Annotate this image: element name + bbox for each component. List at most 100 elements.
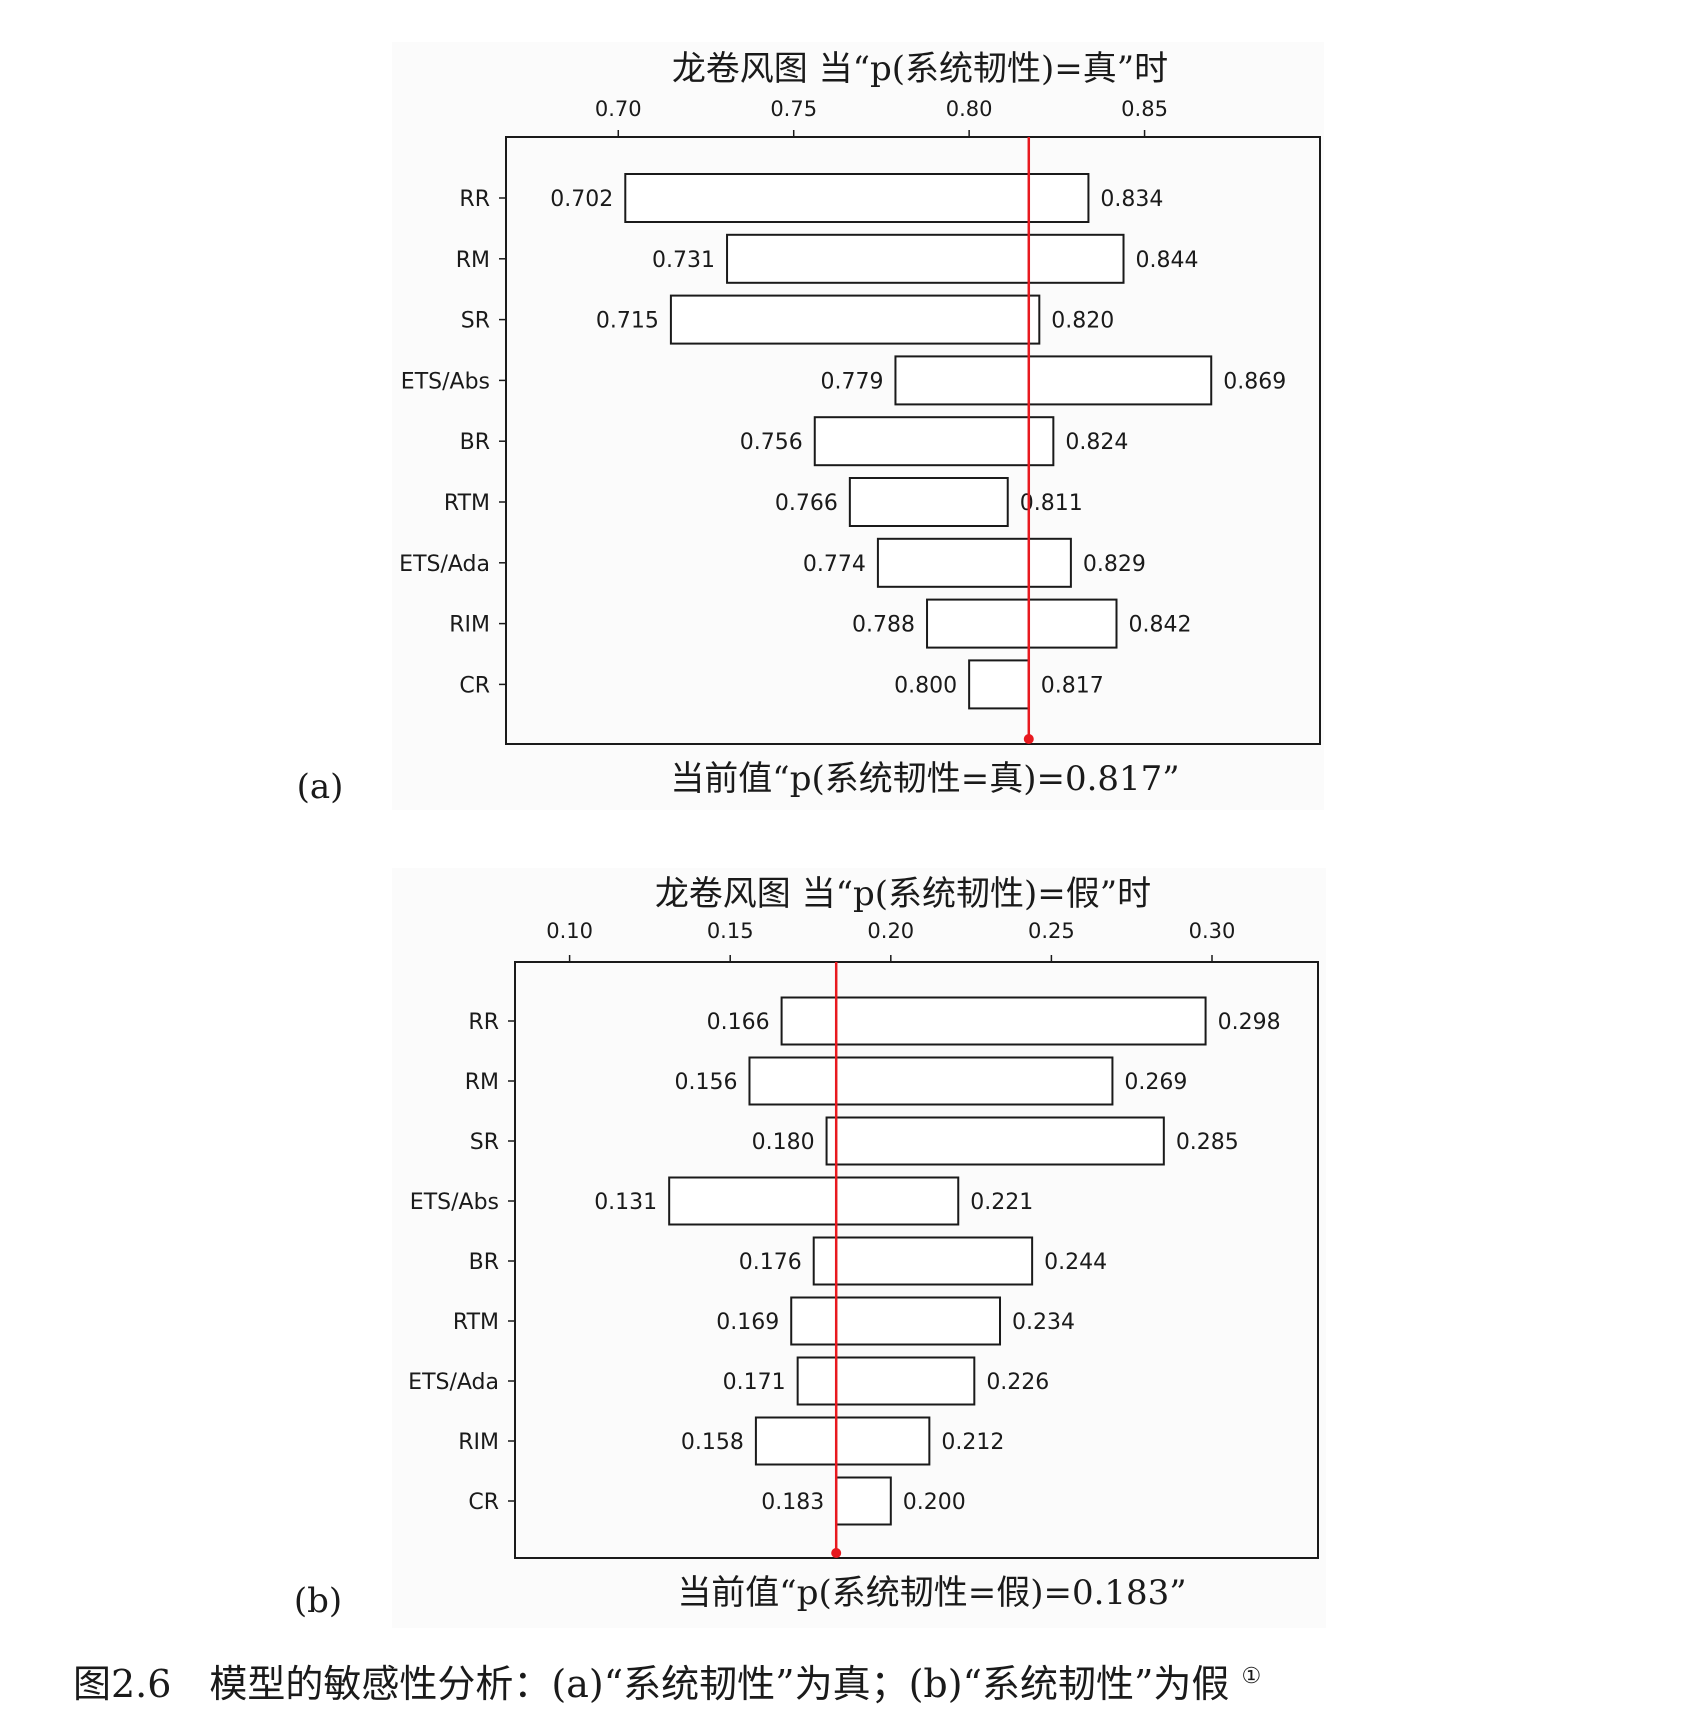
low-value-label: 0.766 <box>775 491 838 516</box>
high-value-label: 0.829 <box>1083 552 1146 577</box>
x-tick-label: 0.25 <box>1028 919 1075 943</box>
category-label: RTM <box>453 1310 499 1335</box>
low-value-label: 0.171 <box>723 1370 786 1395</box>
x-tick-label: 0.30 <box>1189 919 1236 943</box>
bar <box>624 173 1090 223</box>
high-value-label: 0.244 <box>1044 1250 1107 1275</box>
high-value-label: 0.221 <box>970 1190 1033 1215</box>
high-value-label: 0.298 <box>1218 1010 1281 1035</box>
low-value-label: 0.731 <box>652 248 715 273</box>
high-value-label: 0.811 <box>1020 491 1083 516</box>
low-value-label: 0.158 <box>681 1430 744 1455</box>
category-label: RR <box>459 187 490 212</box>
category-label: CR <box>459 673 490 698</box>
figure-caption-text: 图2.6 模型的敏感性分析：(a)“系统韧性”为真；(b)“系统韧性”为假 <box>73 1662 1229 1706</box>
low-value-label: 0.756 <box>740 430 803 455</box>
chart-panel-b: 龙卷风图 当“p(系统韧性)=假”时 0.10 0.15 0.20 0.25 0.30 … <box>294 868 1326 1628</box>
bar <box>968 659 1030 710</box>
x-tick-label: 0.75 <box>770 97 817 121</box>
category-label: ETS/Ada <box>408 1370 499 1395</box>
bar <box>790 1296 1002 1346</box>
category-label: SR <box>461 309 490 334</box>
bar <box>748 1056 1114 1106</box>
low-value-label: 0.183 <box>761 1490 824 1515</box>
category-label: RIM <box>458 1430 499 1455</box>
low-value-label: 0.774 <box>803 552 866 577</box>
low-value-label: 0.779 <box>820 369 883 394</box>
x-tick-label: 0.80 <box>946 97 993 121</box>
chart-title: 龙卷风图 当“p(系统韧性)=真”时 <box>672 49 1168 89</box>
high-value-label: 0.824 <box>1065 430 1128 455</box>
bar <box>668 1176 960 1226</box>
bars-group: RR 0.166 0.298 RM 0.156 0.269 SR 0.180 0.285 ETS/… <box>408 962 1281 1558</box>
low-value-label: 0.131 <box>594 1190 657 1215</box>
high-value-label: 0.234 <box>1012 1310 1075 1335</box>
bar <box>754 1416 931 1466</box>
low-value-label: 0.715 <box>596 309 659 334</box>
low-value-label: 0.156 <box>674 1070 737 1095</box>
bar <box>796 1356 976 1406</box>
high-value-label: 0.212 <box>941 1430 1004 1455</box>
x-axis-label: 当前值“p(系统韧性=假)=0.183” <box>677 1573 1186 1613</box>
low-value-label: 0.166 <box>707 1010 770 1035</box>
bar <box>894 355 1213 406</box>
high-value-label: 0.226 <box>986 1370 1049 1395</box>
bar <box>780 996 1207 1046</box>
x-axis: 0.10 0.15 0.20 0.25 0.30 <box>546 919 1235 962</box>
x-axis: 0.70 0.75 0.80 0.85 <box>595 97 1168 137</box>
high-value-label: 0.200 <box>903 1490 966 1515</box>
bar <box>876 537 1072 588</box>
category-label: BR <box>469 1250 499 1275</box>
plot-frame <box>514 961 1319 1559</box>
x-tick-label: 0.10 <box>546 919 593 943</box>
current-value-marker <box>1023 734 1034 744</box>
bar <box>726 233 1125 284</box>
chart-panel-a: 龙卷风图 当“p(系统韧性)=真”时 0.70 0.75 0.80 0.85 RR 0.… <box>297 42 1324 810</box>
bar <box>825 1116 1165 1166</box>
high-value-label: 0.817 <box>1041 673 1104 698</box>
low-value-label: 0.788 <box>852 613 915 638</box>
high-value-label: 0.842 <box>1129 613 1192 638</box>
bar <box>669 294 1041 345</box>
bar <box>848 477 1009 527</box>
category-label: ETS/Abs <box>401 369 490 394</box>
high-value-label: 0.820 <box>1051 309 1114 334</box>
category-label: RIM <box>449 613 490 638</box>
bar <box>835 1476 892 1526</box>
chart-title: 龙卷风图 当“p(系统韧性)=假”时 <box>655 874 1151 914</box>
low-value-label: 0.180 <box>752 1130 815 1155</box>
figure-caption: 图2.6 模型的敏感性分析：(a)“系统韧性”为真；(b)“系统韧性”为假 ① <box>73 1662 1261 1706</box>
panel-label: (b) <box>294 1581 342 1621</box>
low-value-label: 0.169 <box>716 1310 779 1335</box>
low-value-label: 0.176 <box>739 1250 802 1275</box>
current-value-marker <box>831 1548 842 1558</box>
category-label: ETS/Abs <box>410 1190 499 1215</box>
x-tick-label: 0.70 <box>595 97 642 121</box>
category-label: RM <box>456 248 490 273</box>
bar <box>813 416 1055 467</box>
x-tick-label: 0.20 <box>867 919 914 943</box>
high-value-label: 0.269 <box>1124 1070 1187 1095</box>
category-label: RR <box>468 1010 499 1035</box>
x-axis-label: 当前值“p(系统韧性=真)=0.817” <box>670 759 1179 799</box>
category-label: SR <box>470 1130 499 1155</box>
panel-label: (a) <box>297 767 344 807</box>
category-label: RM <box>465 1070 499 1095</box>
bar <box>926 598 1118 649</box>
high-value-label: 0.869 <box>1223 369 1286 394</box>
low-value-label: 0.800 <box>894 673 957 698</box>
category-label: ETS/Ada <box>399 552 490 577</box>
bar <box>812 1236 1034 1286</box>
x-tick-label: 0.85 <box>1121 97 1168 121</box>
bars-group: RR 0.702 0.834 RM 0.731 0.844 SR 0.715 0.820 ETS/… <box>399 137 1286 744</box>
high-value-label: 0.844 <box>1136 248 1199 273</box>
category-label: RTM <box>444 491 490 516</box>
high-value-label: 0.285 <box>1176 1130 1239 1155</box>
high-value-label: 0.834 <box>1100 187 1163 212</box>
x-tick-label: 0.15 <box>707 919 754 943</box>
footnote-marker: ① <box>1242 1664 1262 1689</box>
category-label: CR <box>468 1490 499 1515</box>
category-label: BR <box>460 430 490 455</box>
